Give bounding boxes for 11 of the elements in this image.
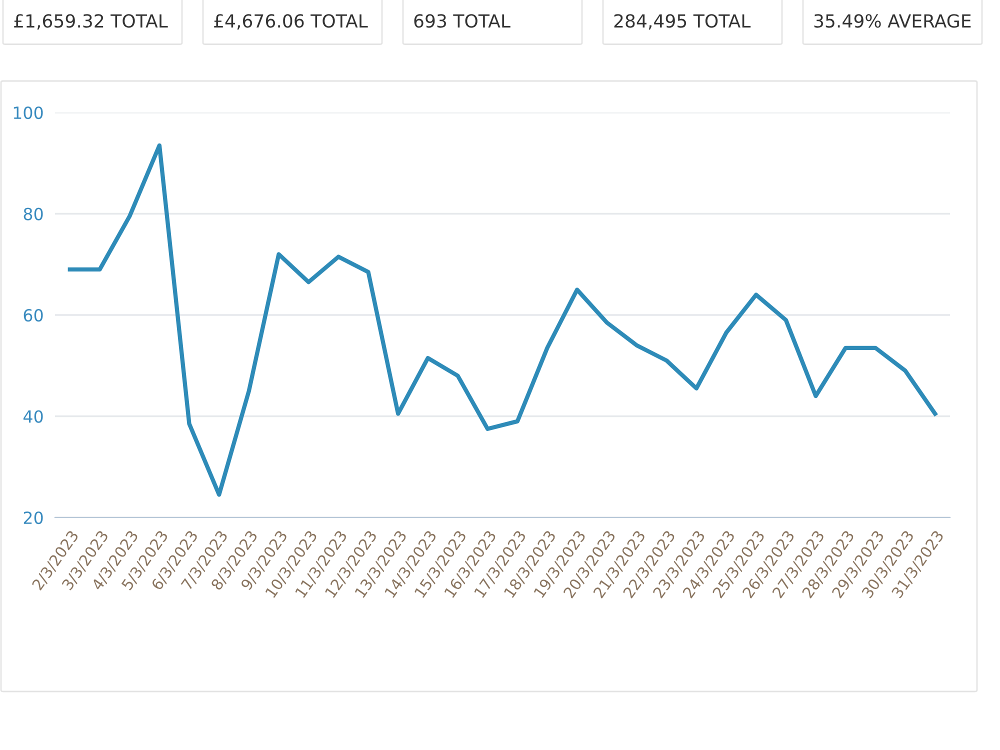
y-tick-label: 40 xyxy=(23,410,43,423)
text: 35.49% AVERAGE xyxy=(814,14,971,28)
y-tick-label: 80 xyxy=(24,208,43,220)
text: 693 TOTAL xyxy=(414,14,510,28)
text: £1,659.32 TOTAL xyxy=(14,14,168,30)
y-tick-label: 100 xyxy=(14,106,43,120)
line-series xyxy=(68,143,938,497)
text: £4,676.06 TOTAL xyxy=(214,14,368,30)
text: 284,495 TOTAL xyxy=(614,14,751,30)
y-tick-label: 60 xyxy=(24,308,43,322)
y-tick-label: 20 xyxy=(24,511,43,524)
